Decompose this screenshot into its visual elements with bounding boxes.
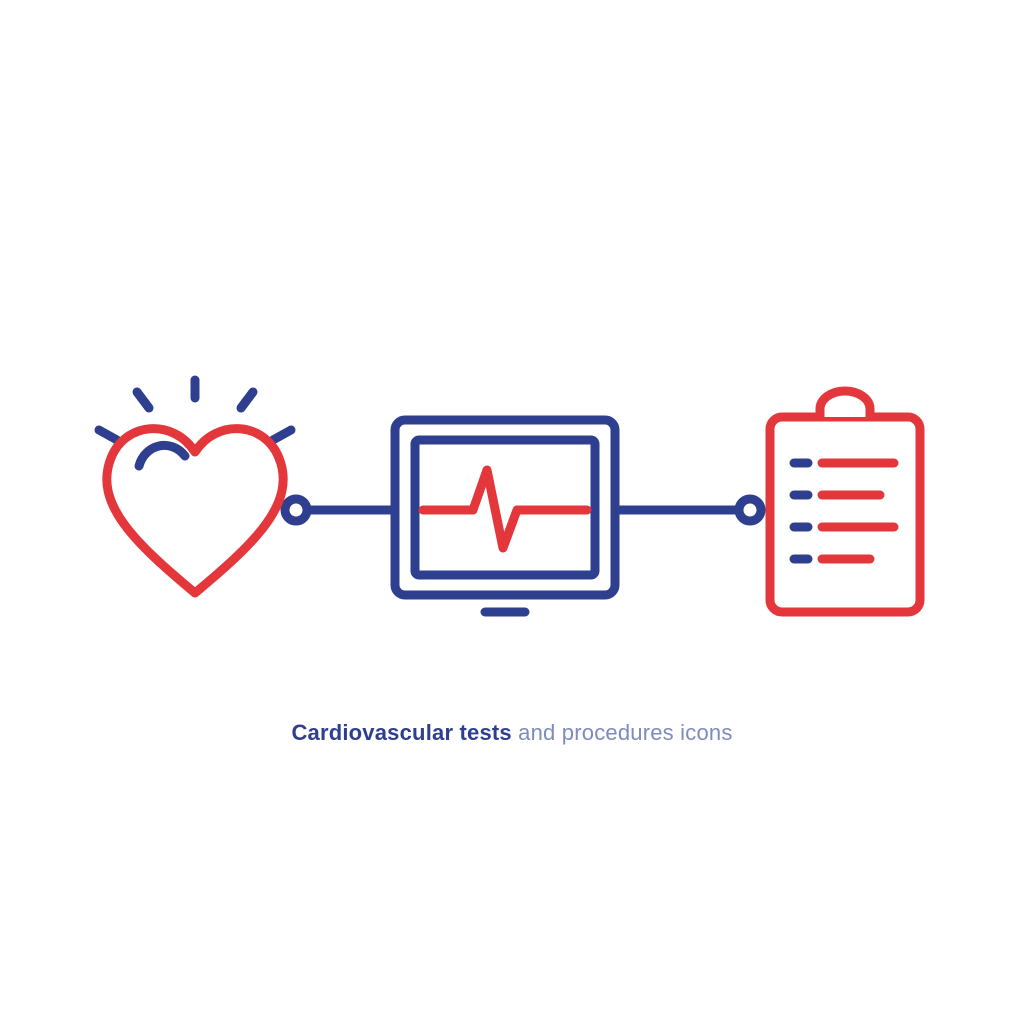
caption: Cardiovascular tests and procedures icon… — [0, 720, 1024, 746]
caption-light: and procedures icons — [512, 720, 733, 745]
ecg-monitor-icon — [395, 420, 615, 612]
infographic-canvas: Cardiovascular tests and procedures icon… — [0, 0, 1024, 1024]
icon-row — [0, 360, 1024, 640]
heart-icon — [99, 380, 291, 593]
caption-bold: Cardiovascular tests — [291, 720, 511, 745]
icons-svg — [0, 360, 1024, 640]
clipboard-icon — [770, 391, 920, 612]
